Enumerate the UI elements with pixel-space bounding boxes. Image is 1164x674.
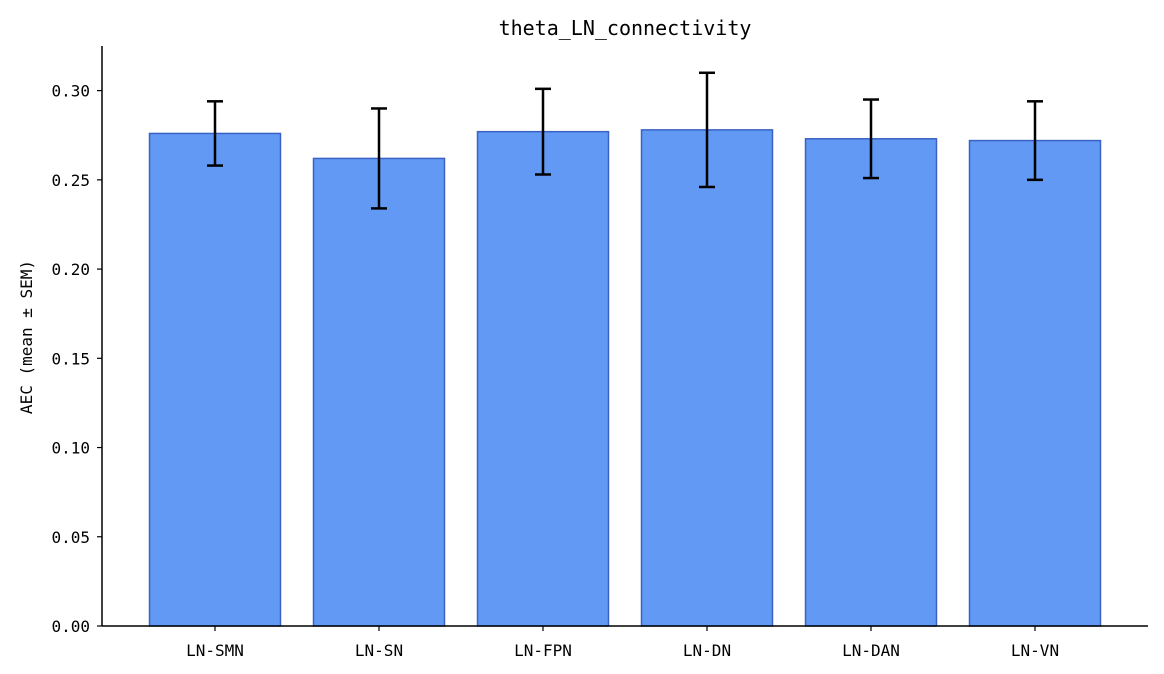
- x-tick-label: LN-SMN: [186, 641, 244, 660]
- bar-ln-smn: [148, 132, 282, 627]
- y-tick-label: 0.15: [51, 349, 90, 368]
- bar-ln-fpn: [476, 130, 610, 627]
- bar-ln-vn: [968, 139, 1102, 627]
- bar-ln-dn: [640, 129, 774, 627]
- bar-ln-sn: [312, 157, 446, 627]
- y-tick-label: 0.05: [51, 528, 90, 547]
- chart-title: theta_LN_connectivity: [499, 16, 752, 40]
- y-tick-label: 0.30: [51, 82, 90, 101]
- x-tick-label: LN-FPN: [514, 641, 572, 660]
- y-tick-label: 0.00: [51, 617, 90, 636]
- x-tick-label: LN-VN: [1011, 641, 1059, 660]
- y-tick-label: 0.10: [51, 439, 90, 458]
- y-axis-label: AEC (mean ± SEM): [17, 260, 36, 414]
- y-tick-label: 0.20: [51, 260, 90, 279]
- bar-ln-dan: [804, 138, 938, 627]
- y-tick-label: 0.25: [51, 171, 90, 190]
- axes: LN-SMN LN-SN LN-FPN LN-DN LN-DAN LN-VN 0.00 0.0…: [51, 46, 1148, 660]
- plot-area: [148, 71, 1102, 627]
- x-tick-label: LN-DAN: [842, 641, 900, 660]
- x-tick-label: LN-SN: [355, 641, 403, 660]
- x-tick-label: LN-DN: [683, 641, 731, 660]
